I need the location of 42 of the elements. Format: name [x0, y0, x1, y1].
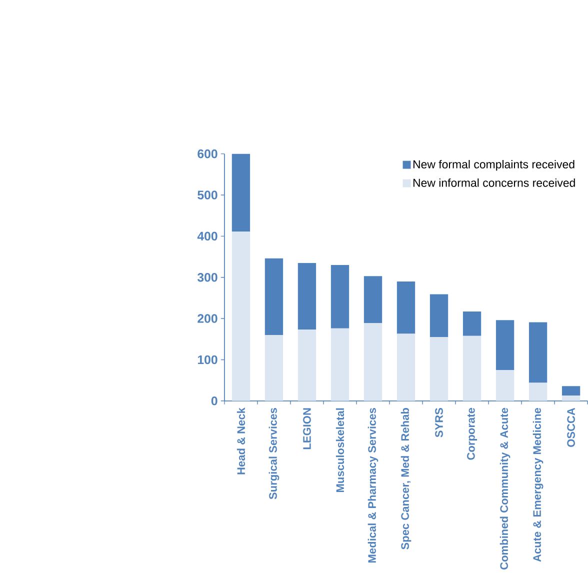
x-tick-label: LEGION [303, 408, 311, 450]
legend-label: New formal complaints received [413, 160, 574, 171]
bar [496, 370, 514, 401]
bar [396, 282, 416, 334]
bar [232, 232, 250, 401]
x-tick-label: Medical & Pharmacy Services [368, 408, 378, 563]
bar [264, 335, 284, 401]
x-tick-label: Corporate [467, 408, 478, 460]
bar [562, 386, 580, 396]
y-tick-label: 500 [198, 190, 218, 200]
bar [330, 328, 350, 401]
y-tick-label: 100 [198, 355, 218, 364]
bar [364, 323, 382, 401]
x-tick-label: OSCCA [567, 408, 575, 447]
x-tick-label: Spec Cancer, Med & Rehab [400, 408, 412, 550]
bar [396, 334, 416, 401]
bar [562, 396, 580, 401]
y-tick-label: 400 [197, 232, 218, 241]
x-tick-label: SYRS [435, 408, 443, 438]
y-tick-label: 200 [198, 314, 218, 323]
bar [430, 294, 448, 338]
bar [298, 330, 316, 401]
x-tick-label: Combined Community & Acute [500, 408, 510, 570]
bar [364, 276, 382, 324]
x-tick-label: Acute & Emergency Medicine [532, 408, 544, 562]
bar [264, 258, 284, 336]
y-tick-label: 0 [211, 396, 218, 406]
bar [528, 322, 548, 383]
bar [462, 336, 482, 401]
x-tick-label: Head & Neck [236, 408, 246, 474]
bar [462, 312, 482, 336]
x-tick-label: Musculoskeletal [336, 408, 344, 492]
bar [330, 265, 350, 328]
y-tick-label: 600 [198, 149, 218, 158]
bar [528, 382, 548, 401]
x-tick-label: Surgical Services [268, 408, 280, 500]
bar [496, 320, 514, 370]
legend-label: New informal concerns received [413, 178, 575, 187]
bar [430, 337, 448, 401]
y-tick-label: 300 [197, 273, 218, 282]
bar [232, 154, 250, 232]
bar [298, 263, 316, 330]
